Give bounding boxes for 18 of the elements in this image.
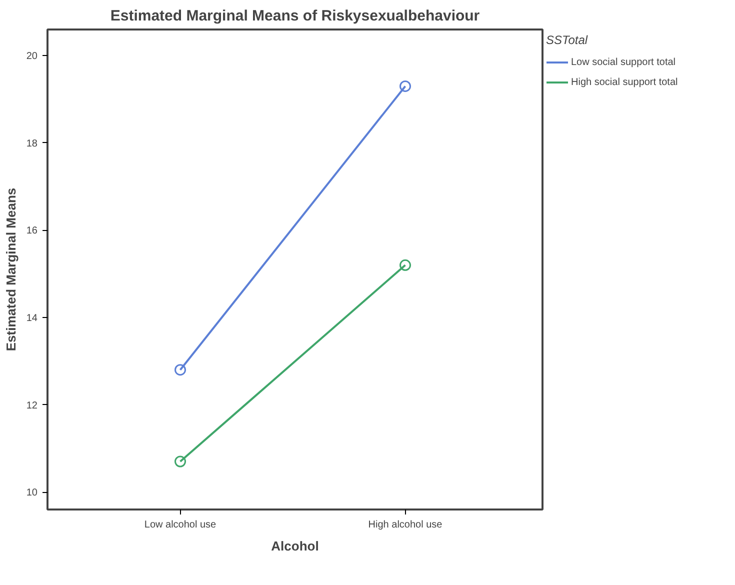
legend-label: Low social support total [571, 56, 676, 68]
x-tick-label: Low alcohol use [144, 520, 217, 530]
y-tick-label: 10 [26, 488, 38, 499]
legend-title: SSTotal [546, 33, 589, 47]
legend-label: High social support total [571, 76, 678, 88]
y-tick-label: 18 [26, 138, 38, 150]
y-tick-label: 20 [26, 51, 38, 62]
y-tick-label: 14 [26, 313, 38, 324]
point [174, 456, 186, 468]
y-tick-label: 12 [26, 400, 38, 412]
x-tick-label: High alcohol use [368, 520, 443, 530]
chart-title: Estimated Marginal Means of Riskysexualbehaviour [110, 8, 480, 24]
point [400, 80, 411, 92]
y-axis-title: Estimated Marginal Means [3, 188, 18, 352]
point [400, 259, 411, 271]
y-tick-label: 16 [26, 226, 38, 237]
point [174, 364, 186, 376]
x-axis-title: Alcohol [271, 538, 319, 554]
